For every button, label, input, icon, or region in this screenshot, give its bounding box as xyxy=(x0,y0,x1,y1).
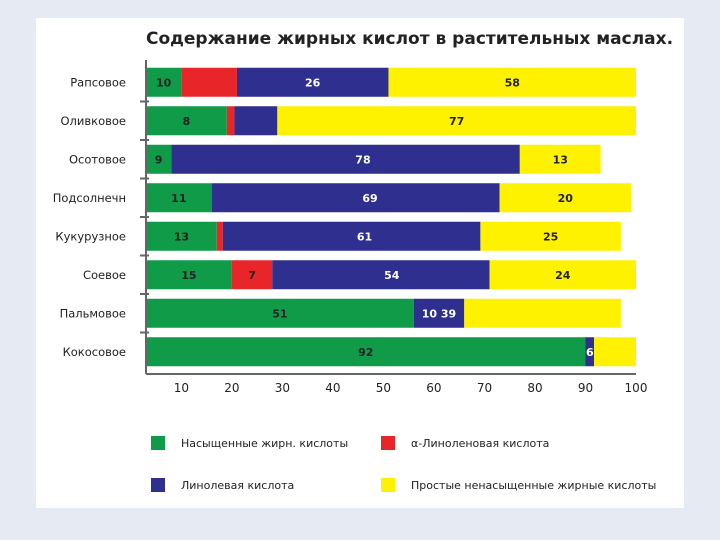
x-tick-label-3: 40 xyxy=(325,381,340,395)
bar-segment-насыщенные-жирн-кислоты-7 xyxy=(146,337,586,367)
bar-segment-насыщенные-жирн-кислоты-2 xyxy=(146,144,172,174)
x-tick-label-1: 20 xyxy=(224,381,239,395)
legend-label-1: α-Линоленовая кислота xyxy=(411,437,549,450)
bar-segment-линолевая-кислота-0 xyxy=(236,67,389,97)
data-label-простые-ненасыщенные-жирные-кислоты-3: 20 xyxy=(558,192,574,205)
data-label-насыщенные-жирн-кислоты-2: 9 xyxy=(155,153,163,166)
bar-segment-линоленовая-кислота-0 xyxy=(181,67,237,97)
bar-segment-насыщенные-жирн-кислоты-4 xyxy=(146,221,217,251)
bar-segment-простые-ненасыщенные-жирные-кислоты-0 xyxy=(388,67,636,97)
legend-swatch-1 xyxy=(381,436,395,450)
legend-swatch-3 xyxy=(381,478,395,492)
category-label-2: Осотовое xyxy=(69,152,126,166)
category-label-5: Соевое xyxy=(83,268,126,282)
x-tick-label-2: 30 xyxy=(275,381,290,395)
data-label-линолевая-кислота-4: 61 xyxy=(357,230,372,243)
bar-segment-насыщенные-жирн-кислоты-6 xyxy=(146,298,414,328)
category-label-4: Кукурузное xyxy=(55,229,126,243)
category-label-6: Пальмовое xyxy=(60,306,126,320)
x-tick-label-7: 80 xyxy=(527,381,542,395)
bar-segment-линолевая-кислота-2 xyxy=(171,144,520,174)
bar-segment-простые-ненасыщенные-жирные-кислоты-5 xyxy=(489,260,636,290)
data-label-линолевая-кислота-5: 54 xyxy=(384,269,400,282)
x-tick-label-6: 70 xyxy=(477,381,492,395)
category-label-1: Оливковое xyxy=(60,114,126,128)
data-label-насыщенные-жирн-кислоты-4: 13 xyxy=(174,230,189,243)
x-tick-label-5: 60 xyxy=(426,381,441,395)
chart-card: Содержание жирных кислот в растительных … xyxy=(36,18,684,508)
legend-label-3: Простые ненасыщенные жирные кислоты xyxy=(411,479,656,492)
data-label-линолевая-кислота-6: 10 39 xyxy=(422,307,456,320)
data-label-насыщенные-жирн-кислоты-0: 10 xyxy=(156,76,172,89)
bar-segment-линолевая-кислота-7 xyxy=(585,337,595,367)
bar-segment-простые-ненасыщенные-жирные-кислоты-1 xyxy=(277,106,636,136)
data-label-линолевая-кислота-3: 69 xyxy=(362,192,377,205)
data-label-насыщенные-жирн-кислоты-6: 51 xyxy=(272,307,287,320)
bar-segment-линоленовая-кислота-4 xyxy=(216,221,223,251)
data-label-насыщенные-жирн-кислоты-7: 92 xyxy=(358,346,373,359)
bar-segment-насыщенные-жирн-кислоты-0 xyxy=(146,67,182,97)
data-label-линолевая-кислота-2: 78 xyxy=(355,153,370,166)
bar-segment-насыщенные-жирн-кислоты-3 xyxy=(146,183,212,213)
bar-segment-простые-ненасыщенные-жирные-кислоты-3 xyxy=(499,183,631,213)
x-tick-label-4: 50 xyxy=(376,381,391,395)
bar-segment-насыщенные-жирн-кислоты-1 xyxy=(146,106,227,136)
x-tick-label-8: 90 xyxy=(578,381,593,395)
legend-swatch-2 xyxy=(151,478,165,492)
data-label-простые-ненасыщенные-жирные-кислоты-1: 77 xyxy=(449,115,464,128)
data-label-простые-ненасыщенные-жирные-кислоты-5: 24 xyxy=(555,269,571,282)
data-label-насыщенные-жирн-кислоты-1: 8 xyxy=(183,115,191,128)
bar-segment-линолевая-кислота-5 xyxy=(272,260,490,290)
bar-segment-линолевая-кислота-3 xyxy=(211,183,500,213)
chart-title: Содержание жирных кислот в растительных … xyxy=(146,29,673,49)
bar-segment-линолевая-кислота-6 xyxy=(413,298,465,328)
bar-segment-линоленовая-кислота-1 xyxy=(226,106,235,136)
category-label-0: Рапсовое xyxy=(70,75,126,89)
data-label-линолевая-кислота-7: 6 xyxy=(586,346,594,359)
category-label-3: Подсолнечн xyxy=(53,191,126,205)
legend-label-0: Насыщенные жирн. кислоты xyxy=(181,437,348,450)
bar-segment-простые-ненасыщенные-жирные-кислоты-6 xyxy=(464,298,621,328)
data-label-простые-ненасыщенные-жирные-кислоты-4: 25 xyxy=(543,230,558,243)
data-label-простые-ненасыщенные-жирные-кислоты-0: 58 xyxy=(505,76,520,89)
bar-segment-насыщенные-жирн-кислоты-5 xyxy=(146,260,232,290)
bar-segment-простые-ненасыщенные-жирные-кислоты-4 xyxy=(480,221,621,251)
data-label-насыщенные-жирн-кислоты-5: 15 xyxy=(181,269,196,282)
data-label-насыщенные-жирн-кислоты-3: 11 xyxy=(171,192,186,205)
data-label-линолевая-кислота-0: 26 xyxy=(305,76,321,89)
bar-segment-линолевая-кислота-4 xyxy=(222,221,481,251)
data-label-линоленовая-кислота-5: 7 xyxy=(248,269,256,282)
category-label-7: Кокосовое xyxy=(63,345,126,359)
legend-label-2: Линолевая кислота xyxy=(181,479,294,492)
stacked-bar-chart: Содержание жирных кислот в растительных … xyxy=(53,29,673,492)
legend-swatch-0 xyxy=(151,436,165,450)
data-label-простые-ненасыщенные-жирные-кислоты-2: 13 xyxy=(553,153,568,166)
bar-segment-простые-ненасыщенные-жирные-кислоты-7 xyxy=(594,337,636,367)
bar-segment-линоленовая-кислота-5 xyxy=(231,260,273,290)
x-tick-label-9: 100 xyxy=(625,381,648,395)
bar-segment-простые-ненасыщенные-жирные-кислоты-2 xyxy=(519,144,601,174)
bar-segment-линолевая-кислота-1 xyxy=(234,106,278,136)
x-tick-label-0: 10 xyxy=(174,381,189,395)
